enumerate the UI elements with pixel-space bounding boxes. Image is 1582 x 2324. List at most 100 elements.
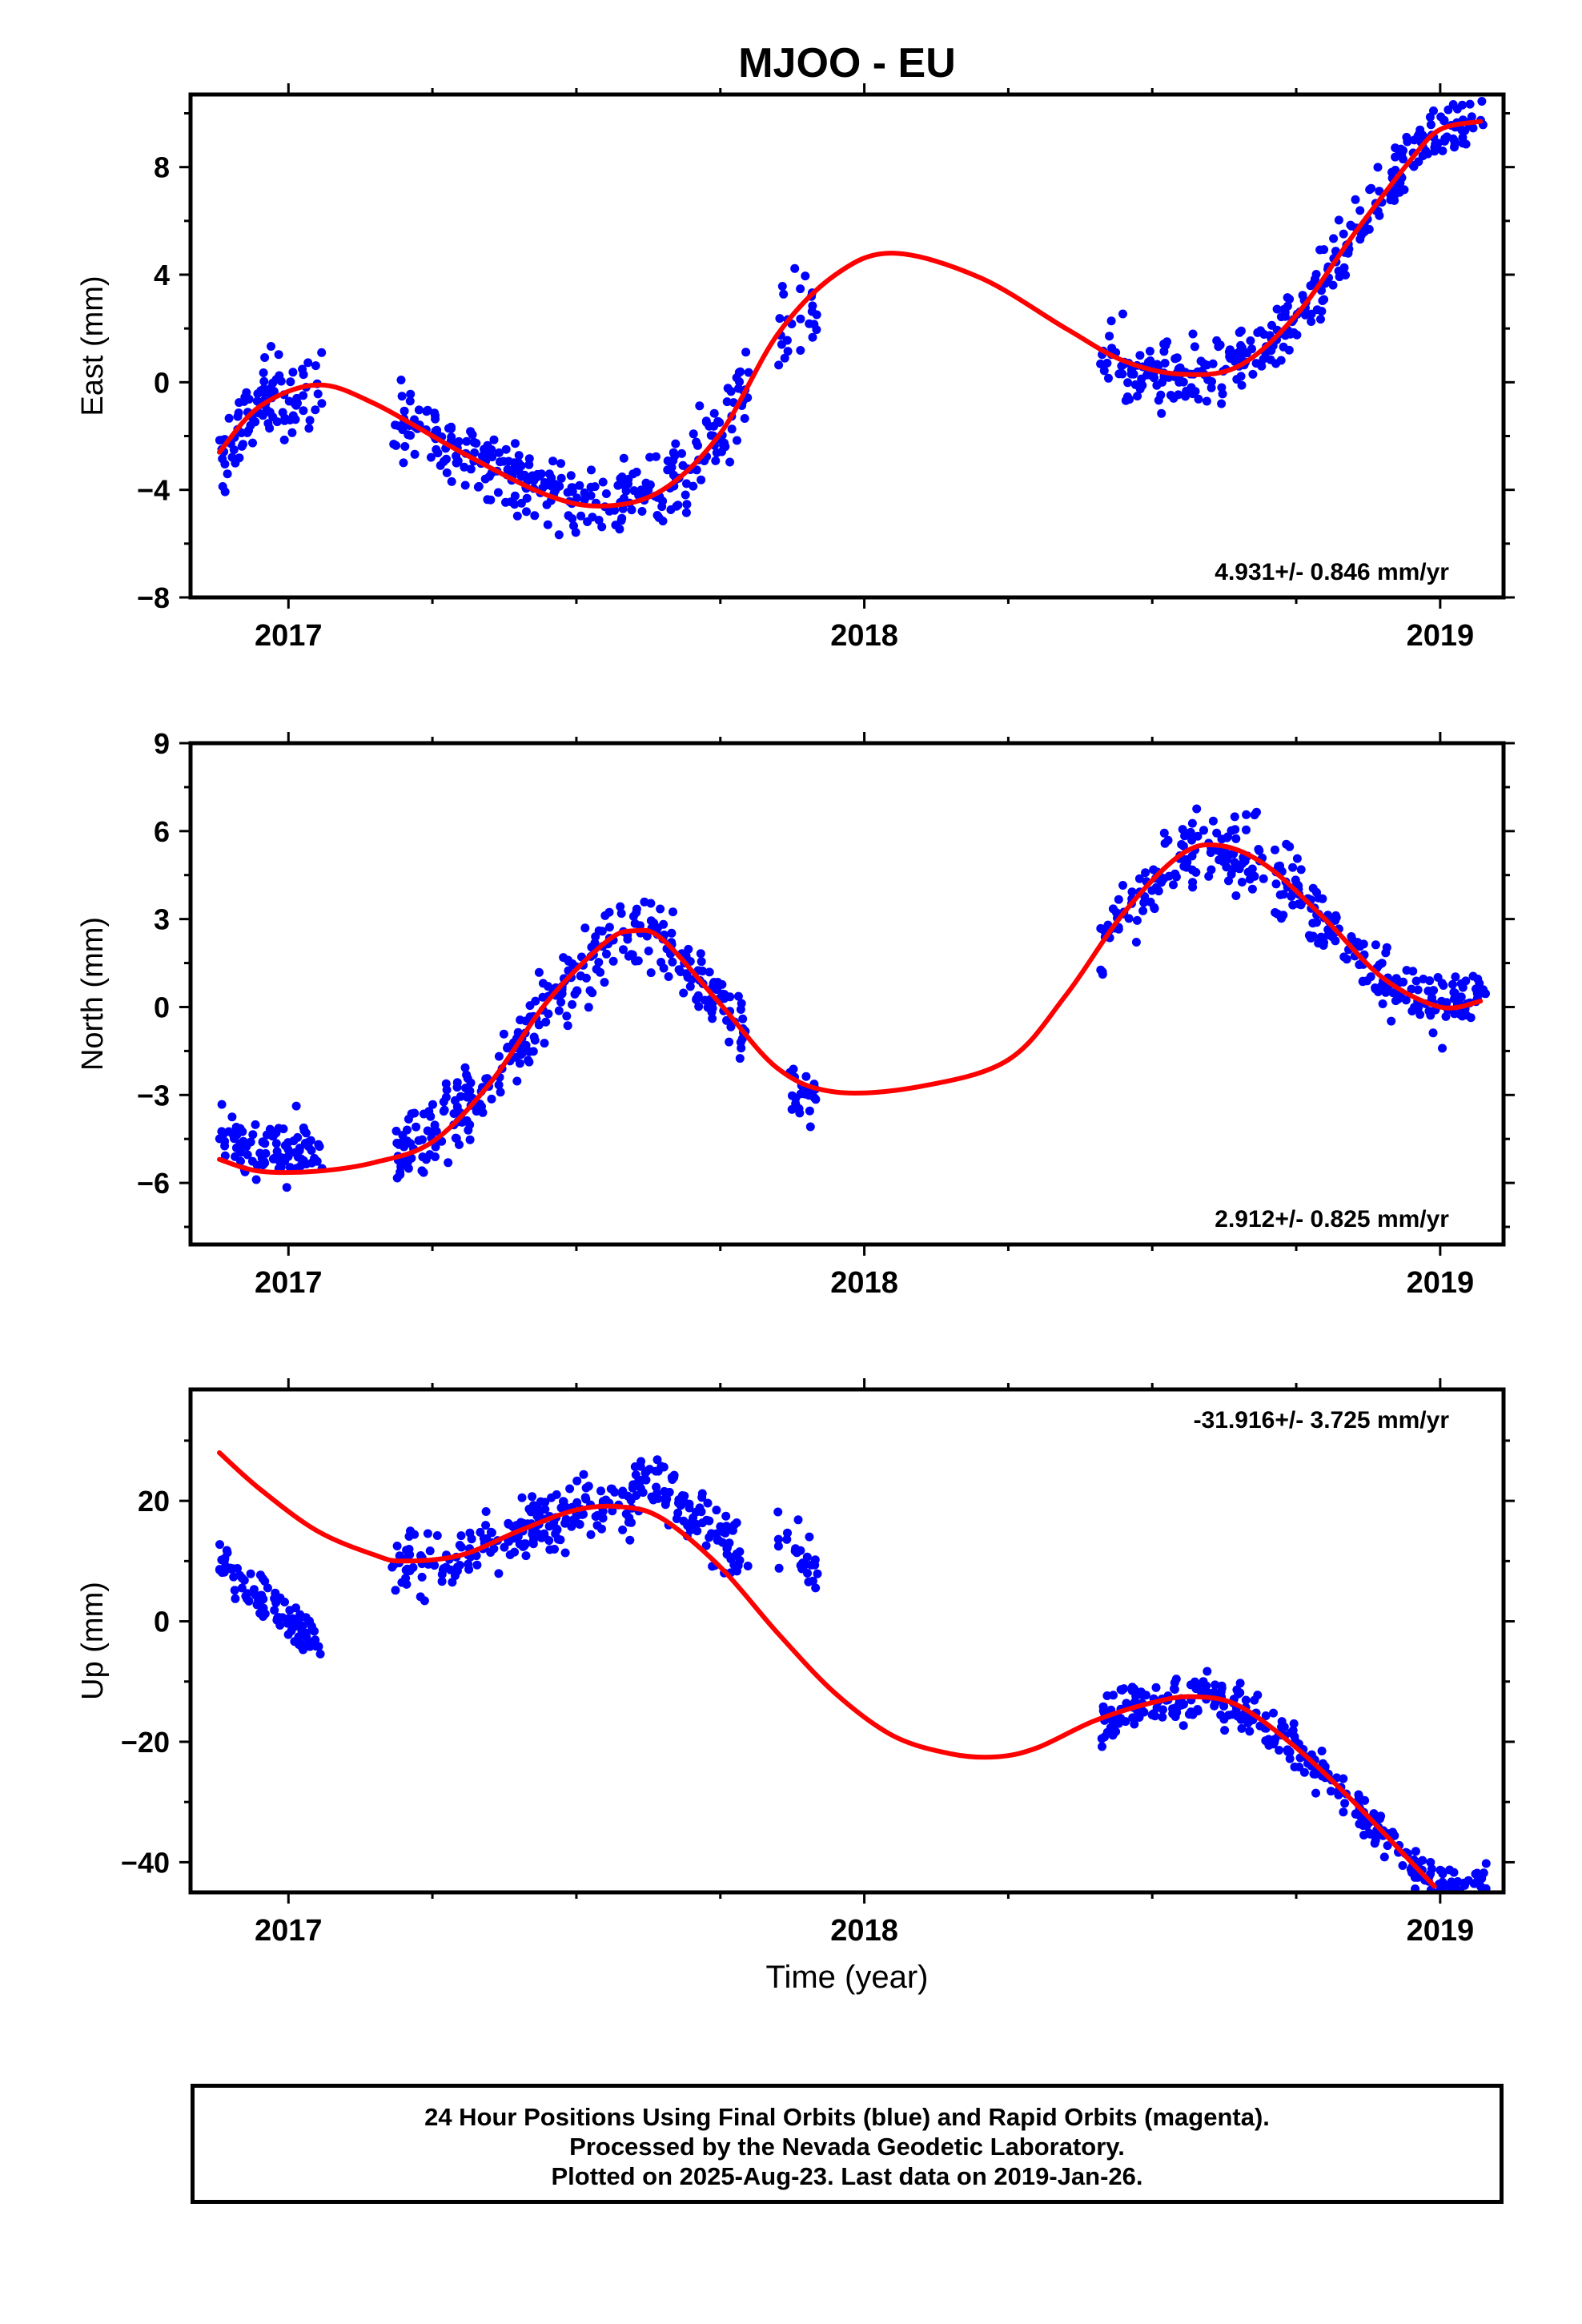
data-point [460,1063,470,1072]
data-point [733,991,743,1001]
data-point [289,1622,298,1632]
data-point [588,513,597,522]
data-point [782,1534,792,1544]
data-point [230,1586,239,1595]
data-point [303,1142,313,1151]
data-point [705,1516,714,1526]
data-point [646,899,656,908]
data-point [416,1551,425,1560]
data-point [1464,1876,1473,1885]
data-point [1457,1011,1467,1021]
data-point [596,1486,605,1496]
data-point [1421,147,1431,155]
data-point [1123,378,1133,388]
data-point [397,392,407,401]
data-point [1242,825,1251,834]
data-point [1355,960,1364,970]
data-point [251,417,260,427]
data-point [709,408,719,418]
data-point [580,490,590,500]
data-point [481,1507,491,1516]
data-point [448,1578,457,1587]
data-point [1401,995,1411,1005]
data-point [708,1014,717,1023]
data-point [723,384,733,393]
data-point [524,460,534,469]
data-point [1207,865,1216,875]
data-point [1436,112,1446,122]
data-point [235,398,244,408]
data-point [1230,858,1239,867]
data-point [452,1134,461,1144]
data-point [389,440,399,449]
data-point [1339,263,1349,272]
data-point [628,1483,637,1493]
data-point [1283,301,1292,311]
data-point [1253,328,1263,337]
data-point [1312,305,1322,315]
data-point [1284,345,1294,355]
data-point [288,368,298,377]
data-point [1170,1678,1179,1687]
data-point [1373,207,1383,216]
data-point [1254,845,1263,854]
data-point [247,1156,257,1166]
data-point [496,1088,505,1097]
data-point [220,460,230,468]
data-point [237,441,247,451]
data-point [1318,894,1327,903]
data-point [227,1112,237,1122]
data-point [1096,359,1106,368]
data-point [1272,304,1282,314]
data-point [575,1520,584,1529]
data-point [516,1015,525,1025]
data-point [550,1545,559,1554]
data-point [783,1528,792,1538]
data-point [472,1560,482,1570]
data-point [460,480,470,490]
data-point [576,511,586,521]
data-point [437,1577,447,1586]
data-point [1413,985,1423,995]
data-point [678,460,688,470]
data-point [544,982,552,991]
data-point [1371,940,1380,950]
data-point [452,1083,462,1092]
data-point [571,528,580,537]
data-point [695,401,705,411]
data-point [1477,81,1486,90]
data-point [619,480,628,490]
data-point [1159,874,1169,883]
data-point [218,482,227,491]
data-point [797,1564,807,1574]
data-point [477,452,487,461]
data-point [314,1140,323,1149]
data-point [528,1492,537,1502]
data-point [1291,875,1300,885]
data-point [576,971,585,980]
data-point [283,1138,293,1148]
data-point [268,1154,278,1164]
data-point [1269,1708,1278,1718]
data-point [777,282,787,291]
data-point [604,923,614,932]
data-point [1479,1868,1488,1878]
data-point [464,1559,473,1569]
data-point [543,520,552,529]
data-point [1203,1667,1212,1676]
data-point [616,902,625,911]
data-point [1158,1712,1167,1722]
data-point [568,1515,578,1525]
data-point [235,1570,244,1580]
data-point [243,1589,252,1598]
data-point [697,1518,707,1528]
data-point [636,921,644,931]
data-point [541,1017,551,1027]
data-point [813,1569,822,1578]
data-point [1154,396,1163,405]
data-point [282,1183,291,1192]
data-point [483,440,492,450]
data-point [551,1529,560,1538]
data-point [721,1511,731,1521]
data-point [283,1152,293,1161]
